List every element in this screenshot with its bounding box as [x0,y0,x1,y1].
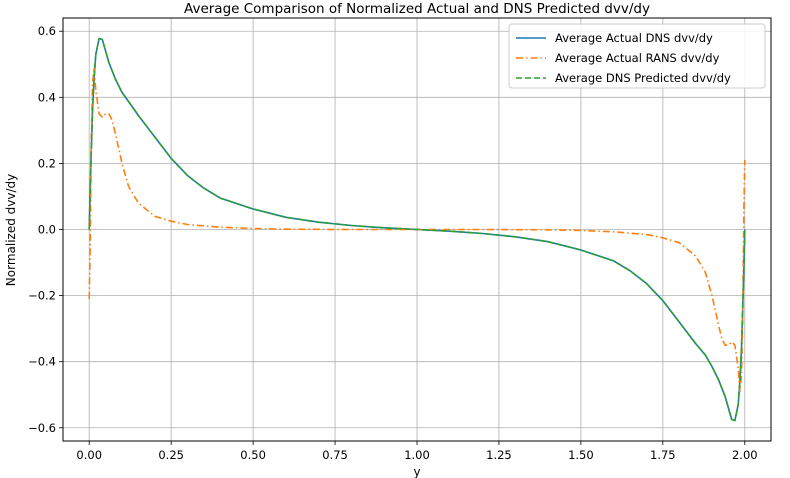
y-tick-label: −0.4 [28,355,56,369]
legend-label-2: Average Actual RANS dvv/dy [555,51,720,65]
y-axis-label: Normalized dvv/dy [4,174,18,286]
x-tick-label: 2.00 [732,448,758,462]
y-axis: −0.6 −0.4 −0.2 0.0 0.2 0.4 0.6 [28,24,63,435]
x-tick-label: 0.00 [76,448,102,462]
x-axis: 0.00 0.25 0.50 0.75 1.00 1.25 1.50 1.75 2.00 [76,441,758,462]
y-tick-label: −0.6 [28,421,56,435]
x-tick-label: 0.75 [322,448,348,462]
y-tick-label: 0.0 [38,223,56,237]
x-axis-label: y [413,465,420,478]
legend: Average Actual DNS dvv/dy Average Actual … [508,23,766,89]
x-tick-label: 1.50 [568,448,594,462]
x-tick-label: 1.75 [650,448,676,462]
y-tick-label: 0.4 [38,90,56,104]
x-tick-label: 1.25 [486,448,512,462]
series-line-3 [88,37,746,422]
x-tick-label: 1.00 [404,448,430,462]
legend-label-3: Average DNS Predicted dvv/dy [555,71,731,85]
legend-label-1: Average Actual DNS dvv/dy [555,31,713,45]
y-tick-label: 0.2 [38,156,56,170]
x-tick-label: 0.25 [158,448,184,462]
chart-title: Average Comparison of Normalized Actual … [184,1,650,17]
x-tick-label: 0.50 [240,448,266,462]
y-tick-label: −0.2 [28,289,56,303]
legend-box [508,23,766,89]
series-layer [88,37,746,422]
y-tick-label: 0.6 [38,24,56,38]
